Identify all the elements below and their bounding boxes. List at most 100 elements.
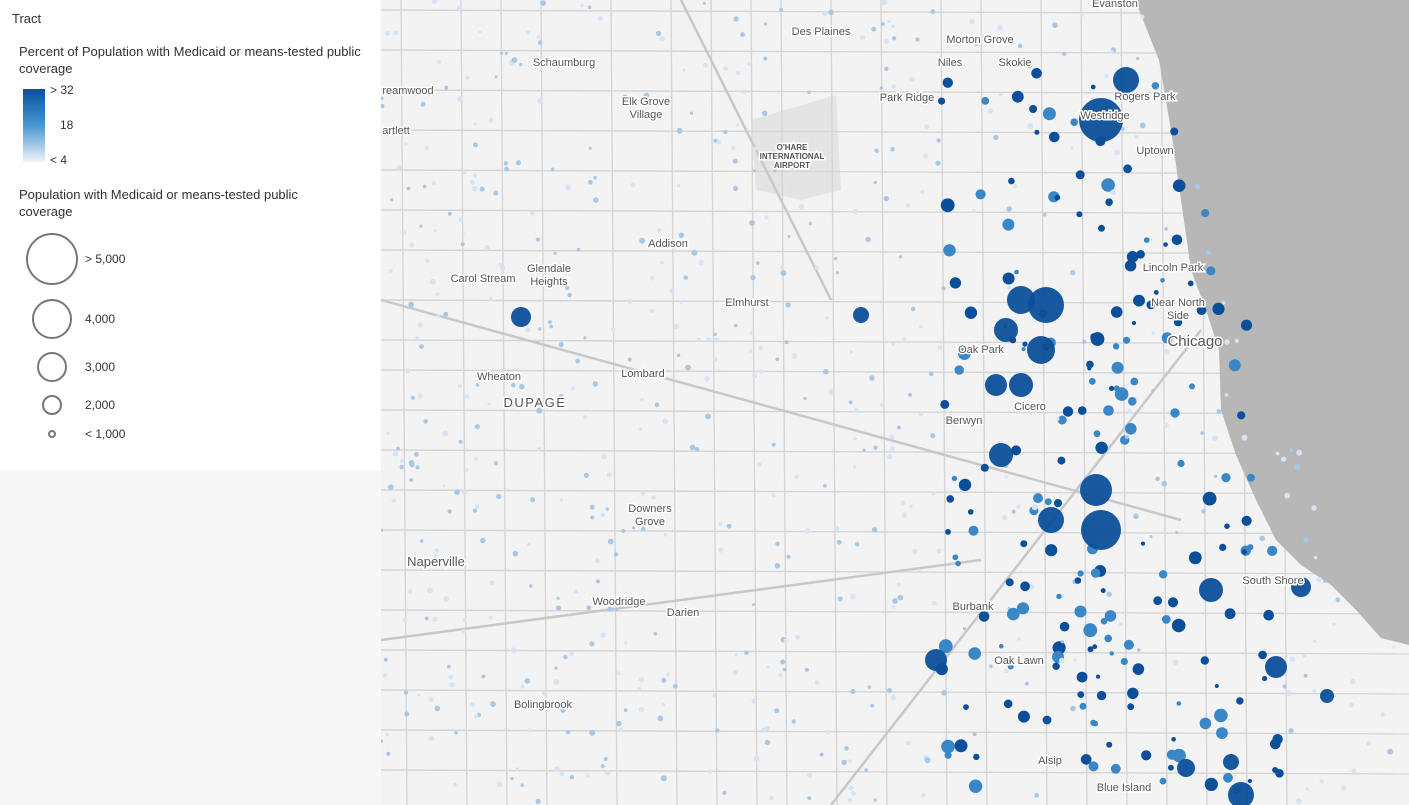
tract-circle: [649, 308, 655, 313]
tract-circle: [1241, 434, 1248, 441]
tract-circle: [510, 399, 516, 405]
tract-circle: [1241, 549, 1247, 555]
tract-circle: [1028, 584, 1035, 590]
tract-circle: [1173, 317, 1183, 327]
place-label: Elmhurst: [725, 297, 768, 309]
tract-circle: [852, 208, 859, 215]
tract-circle: [536, 407, 543, 414]
tract-circle: [1214, 684, 1219, 688]
tract-circle: [525, 30, 531, 35]
tract-circle: [746, 61, 751, 66]
tract-circle: [556, 596, 560, 600]
tract-circle: [694, 447, 700, 452]
tract-circle: [1247, 778, 1252, 784]
tract-circle: [937, 345, 943, 351]
tract-circle: [1332, 622, 1336, 627]
tract-circle: [785, 302, 791, 308]
tract-circle: [1387, 748, 1394, 755]
tract-circle: [873, 798, 877, 802]
tract-circle: [1263, 609, 1274, 621]
tract-circle: [1247, 473, 1255, 482]
tract-circle: [641, 526, 646, 532]
tract-circle: [1316, 576, 1323, 583]
color-ramp: [23, 89, 45, 162]
map[interactable]: Evanston Des Plaines Morton Grove Schaumbur…: [381, 0, 1409, 805]
place-label: Naperville: [407, 554, 465, 569]
tract-circle: [639, 427, 643, 431]
tract-circle: [689, 111, 694, 115]
tract-circle: [1111, 361, 1124, 374]
tract-circle: [905, 740, 911, 746]
tract-circle: [662, 418, 669, 425]
tract-circle: [549, 324, 554, 329]
tract-circle: [769, 795, 774, 801]
tract-circle: [420, 101, 426, 107]
tract-circle: [496, 493, 502, 500]
tract-circle: [717, 521, 723, 527]
place-label: Carol Stream: [451, 273, 516, 285]
tract-circle: [540, 238, 545, 242]
tract-circle: [734, 652, 738, 657]
tract-circle: [683, 275, 688, 280]
tract-circle: [1006, 206, 1012, 212]
tract-circle: [713, 332, 717, 337]
place-label: Westridge: [1080, 110, 1129, 122]
tract-circle: [1113, 385, 1120, 392]
tract-circle: [1214, 708, 1228, 723]
tract-circle: [1282, 684, 1287, 689]
tract-circle: [1223, 772, 1233, 783]
tract-circle: [954, 739, 968, 753]
tract-circle: [414, 451, 419, 457]
tract-circle: [691, 249, 698, 256]
tract-circle: [1270, 738, 1281, 750]
tract-circle: [1124, 435, 1129, 439]
tract-circle: [1159, 570, 1168, 579]
tract-circle: [1305, 787, 1309, 791]
tract-circle: [1159, 777, 1167, 785]
tract-circle: [1080, 754, 1092, 765]
tract-circle: [1133, 513, 1139, 519]
tract-circle: [654, 402, 660, 408]
tract-circle: [922, 153, 929, 159]
tract-circle: [1236, 697, 1244, 705]
tract-circle: [1123, 164, 1132, 174]
tract-circle: [1143, 237, 1150, 243]
tract-circle: [1024, 681, 1029, 686]
tract-circle: [731, 145, 736, 151]
tract-circle: [1291, 577, 1311, 597]
tract-circle: [1042, 715, 1052, 725]
tract-circle: [558, 394, 564, 400]
tract-circle: [1014, 269, 1019, 275]
tract-circle: [593, 197, 599, 203]
tract-circle: [931, 490, 936, 496]
road: [540, 0, 548, 805]
tract-circle: [751, 373, 757, 379]
tract-circle: [387, 484, 394, 490]
tract-circle: [605, 507, 609, 511]
tract-circle: [1086, 360, 1094, 369]
tract-circle: [425, 258, 430, 264]
tract-circle: [860, 34, 866, 40]
tract-circle: [733, 185, 739, 191]
tract-circle: [511, 307, 531, 327]
tract-circle: [461, 232, 465, 236]
tract-circle: [381, 739, 383, 744]
tract-circle: [873, 445, 878, 450]
tract-circle: [464, 468, 469, 472]
place-label: Des Plaines: [792, 26, 851, 38]
tract-circle: [1044, 498, 1052, 506]
tract-circle: [437, 60, 441, 64]
tract-circle: [1120, 657, 1128, 666]
tract-circle: [707, 769, 713, 774]
road: [381, 769, 1409, 775]
tract-circle: [887, 454, 893, 460]
tract-circle: [409, 242, 415, 248]
tract-circle: [952, 554, 959, 561]
tract-circle: [1112, 343, 1120, 350]
tract-circle: [426, 587, 433, 594]
tract-circle: [1007, 285, 1011, 290]
tract-circle: [1146, 300, 1156, 310]
tract-circle: [997, 24, 1003, 31]
tract-circle: [1008, 177, 1015, 185]
tract-circle: [1021, 347, 1026, 352]
